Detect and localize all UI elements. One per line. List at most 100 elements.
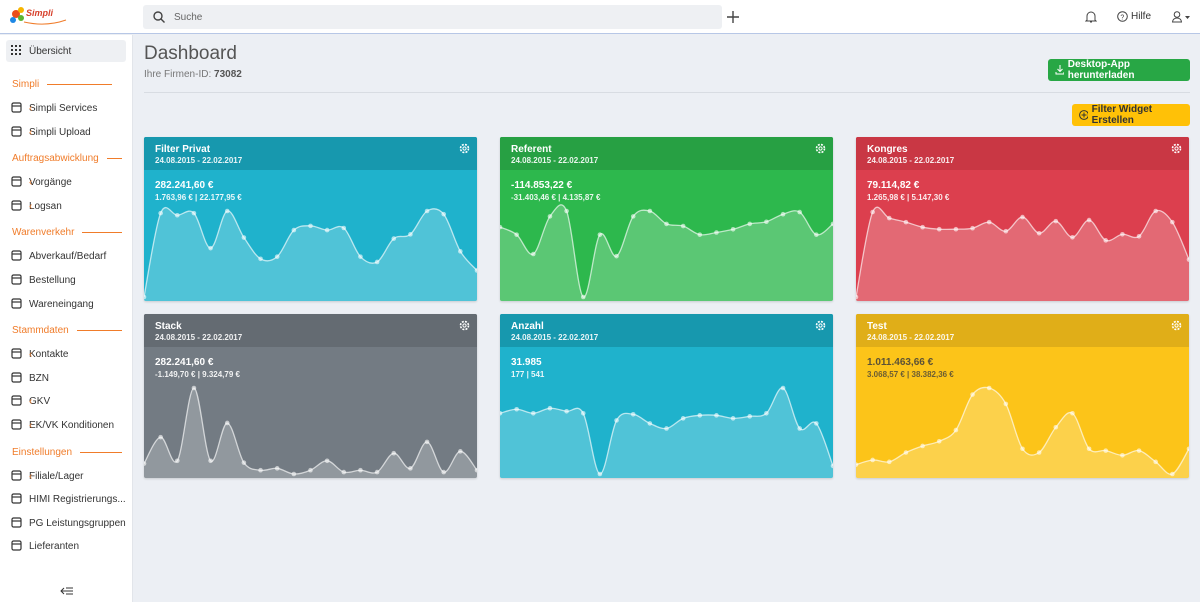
menu-label: HIMI Registrierungs... xyxy=(29,494,126,506)
sparkline-point xyxy=(1003,401,1009,407)
menu-item[interactable]: PG Leistungsgruppen xyxy=(6,512,126,534)
sparkline-point xyxy=(1036,450,1042,455)
menu-icon xyxy=(11,274,22,285)
widget-date-range: 24.08.2015 - 22.02.2017 xyxy=(511,333,599,342)
menu-item[interactable]: Abverkauf/Bedarf xyxy=(6,245,126,267)
sparkline-point xyxy=(158,434,163,440)
icon-shape xyxy=(19,53,21,55)
widget-card: Referent 24.08.2015 - 22.02.2017 -114.853,… xyxy=(500,137,833,301)
menu-item[interactable]: Simpli Services ‹ xyxy=(6,97,126,119)
widget-settings[interactable] xyxy=(459,320,470,331)
menu-item[interactable]: BZN xyxy=(6,367,126,389)
sparkline-point xyxy=(970,225,975,231)
sparkline-point xyxy=(258,256,263,262)
collapse-sidebar[interactable] xyxy=(60,586,74,596)
icon-shape xyxy=(15,45,17,47)
sparkline-point xyxy=(1170,471,1175,477)
widget-header: Kongres 24.08.2015 - 22.02.2017 xyxy=(856,137,1189,170)
menu-item[interactable]: Übersicht xyxy=(6,40,126,62)
menu-item[interactable]: Filiale/Lager ‹ xyxy=(6,465,126,487)
sparkline-point xyxy=(953,226,959,232)
sparkline-point xyxy=(1086,446,1092,452)
sparkline-point xyxy=(870,457,875,463)
widget-header: Test 24.08.2015 - 22.02.2017 xyxy=(856,314,1189,347)
sparkline-point xyxy=(1053,424,1059,430)
sparkline-point xyxy=(1036,230,1042,236)
section-header: Stammdaten xyxy=(12,325,122,336)
menu-item[interactable]: Kontakte ‹ xyxy=(6,343,126,365)
sparkline-point xyxy=(547,214,553,219)
sparkline-point xyxy=(580,294,586,300)
icon-shape xyxy=(19,45,21,47)
download-button[interactable]: Desktop-App herunterladen xyxy=(1048,59,1190,81)
expand-chevron: ‹ xyxy=(29,420,33,431)
sparkline-point xyxy=(191,210,197,216)
help-label: Hilfe xyxy=(1131,11,1152,22)
menu-icon xyxy=(11,250,22,261)
sparkline-point xyxy=(797,426,802,431)
create-widget-button[interactable]: Filter Widget Erstellen xyxy=(1072,104,1190,126)
sparkline-point xyxy=(714,413,719,418)
menu-item[interactable]: Logsan ‹ xyxy=(6,195,126,217)
menu-item[interactable]: GKV ‹ xyxy=(6,390,126,412)
widget-settings[interactable] xyxy=(459,143,470,154)
menu-icon xyxy=(11,200,22,211)
widget-subvalue: 1.265,98 € | 5.147,30 € xyxy=(867,193,950,202)
menu-item[interactable]: Bestellung xyxy=(6,269,126,291)
help-link[interactable]: ? Hilfe xyxy=(1117,11,1151,22)
sparkline-point xyxy=(1153,459,1158,465)
notifications[interactable] xyxy=(1085,10,1097,23)
menu-icon xyxy=(11,348,22,359)
sparkline-point xyxy=(1153,208,1158,214)
icon-shape xyxy=(15,49,17,51)
widget-card: Test 24.08.2015 - 22.02.2017 1.011.463,66 … xyxy=(856,314,1189,478)
svg-text:Simpli: Simpli xyxy=(26,8,54,18)
menu-item[interactable]: Lieferanten xyxy=(6,535,126,557)
menu-label: GKV xyxy=(29,396,51,408)
sparkline-point xyxy=(531,410,536,416)
sparkline-point xyxy=(664,221,669,227)
widget-settings[interactable] xyxy=(1171,320,1182,331)
menu-item[interactable]: EK/VK Konditionen ‹ xyxy=(6,414,126,436)
sparkline-point xyxy=(680,416,686,421)
create-widget-label: Filter Widget Erstellen xyxy=(1091,104,1153,126)
menu-item[interactable]: Simpli Upload ‹ xyxy=(6,121,126,143)
menu-icon xyxy=(11,493,22,504)
menu-item[interactable]: Wareneingang xyxy=(6,293,126,315)
search-icon xyxy=(153,11,165,23)
menu-icon xyxy=(11,372,22,383)
sparkline-point xyxy=(1120,453,1125,458)
sparkline-point xyxy=(664,426,669,431)
icon-shape xyxy=(11,540,22,551)
sparkline-point xyxy=(547,405,553,411)
add-button[interactable] xyxy=(726,10,740,24)
widget-settings[interactable] xyxy=(815,143,826,154)
sparkline-area xyxy=(500,204,833,301)
user-menu[interactable] xyxy=(1172,11,1194,23)
sparkline-point xyxy=(175,458,180,464)
search-box[interactable]: Suche xyxy=(143,5,722,29)
menu-item[interactable]: HIMI Registrierungs... xyxy=(6,488,126,510)
logo[interactable]: Simpli xyxy=(8,3,70,31)
widget-title: Test xyxy=(867,321,887,332)
menu-item[interactable]: Vorgänge ‹ xyxy=(6,171,126,193)
widget-title: Filter Privat xyxy=(155,144,211,155)
icon-shape xyxy=(818,323,823,328)
plus-icon xyxy=(1079,110,1088,120)
widget-title: Referent xyxy=(511,144,552,155)
menu-label: Vorgänge xyxy=(29,177,72,189)
sparkline-point xyxy=(500,410,503,416)
menu-icon xyxy=(11,125,22,137)
sparkline-point xyxy=(474,467,477,473)
menu-label: Bestellung xyxy=(29,275,76,286)
icon-shape xyxy=(11,372,22,383)
widget-settings[interactable] xyxy=(815,320,826,331)
icon-shape xyxy=(459,320,470,331)
sparkline-point xyxy=(144,294,147,300)
sparkline-point xyxy=(1070,410,1075,416)
section-title: Einstellungen xyxy=(12,446,73,458)
sparkline-point xyxy=(274,466,280,471)
widget-settings[interactable] xyxy=(1171,143,1182,154)
sparkline-point xyxy=(630,412,636,417)
sparkline-point xyxy=(308,223,313,229)
